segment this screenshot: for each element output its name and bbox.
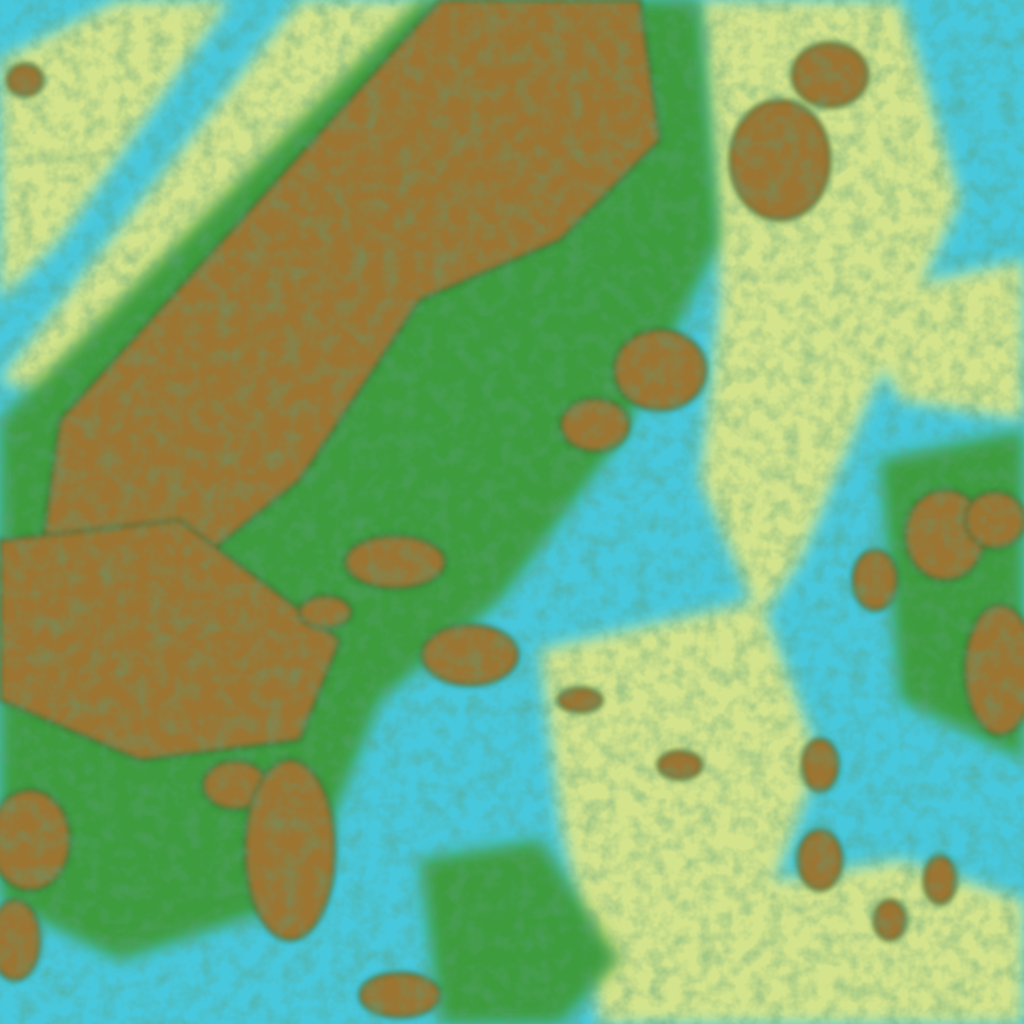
cloud-texture [0,0,1024,1024]
satellite-image [0,0,1024,1024]
satellite-image-canvas [0,0,1024,1024]
